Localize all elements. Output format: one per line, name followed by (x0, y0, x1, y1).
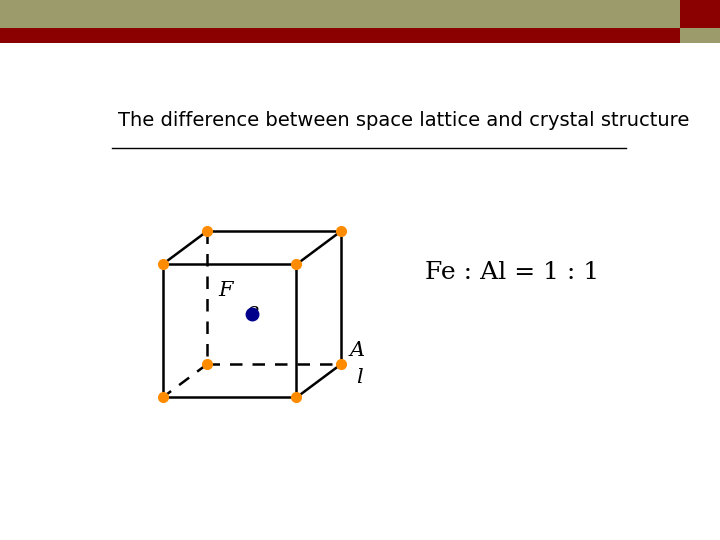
Text: Fe : Al = 1 : 1: Fe : Al = 1 : 1 (425, 261, 599, 284)
Text: e: e (246, 301, 258, 321)
Text: A: A (349, 341, 364, 360)
Text: l: l (356, 368, 363, 387)
Text: F: F (218, 281, 233, 300)
Text: The difference between space lattice and crystal structure: The difference between space lattice and… (118, 111, 689, 130)
